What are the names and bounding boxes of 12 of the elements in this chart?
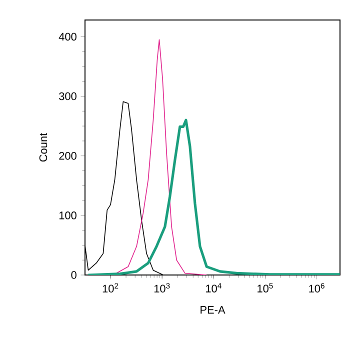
y-tick-label: 100 — [59, 212, 76, 220]
x-tick-label: 10$^{6}$ — [309, 283, 324, 293]
x-tick-label: 10$^{2}$ — [102, 283, 118, 293]
x-tick-label: 10$^{3}$ — [154, 283, 170, 293]
y-tick-label: 300 — [59, 92, 76, 100]
y-axis-title: Count — [39, 132, 48, 162]
y-tick-label: 0 — [71, 271, 76, 279]
y-tick-label: 400 — [58, 32, 76, 41]
x-tick-label: 10$^{4}$ — [206, 283, 222, 292]
x-tick-label: 10$^{5}$ — [258, 283, 273, 292]
y-tick-label: 200 — [59, 152, 76, 160]
x-axis-title: PE-A — [200, 306, 226, 314]
